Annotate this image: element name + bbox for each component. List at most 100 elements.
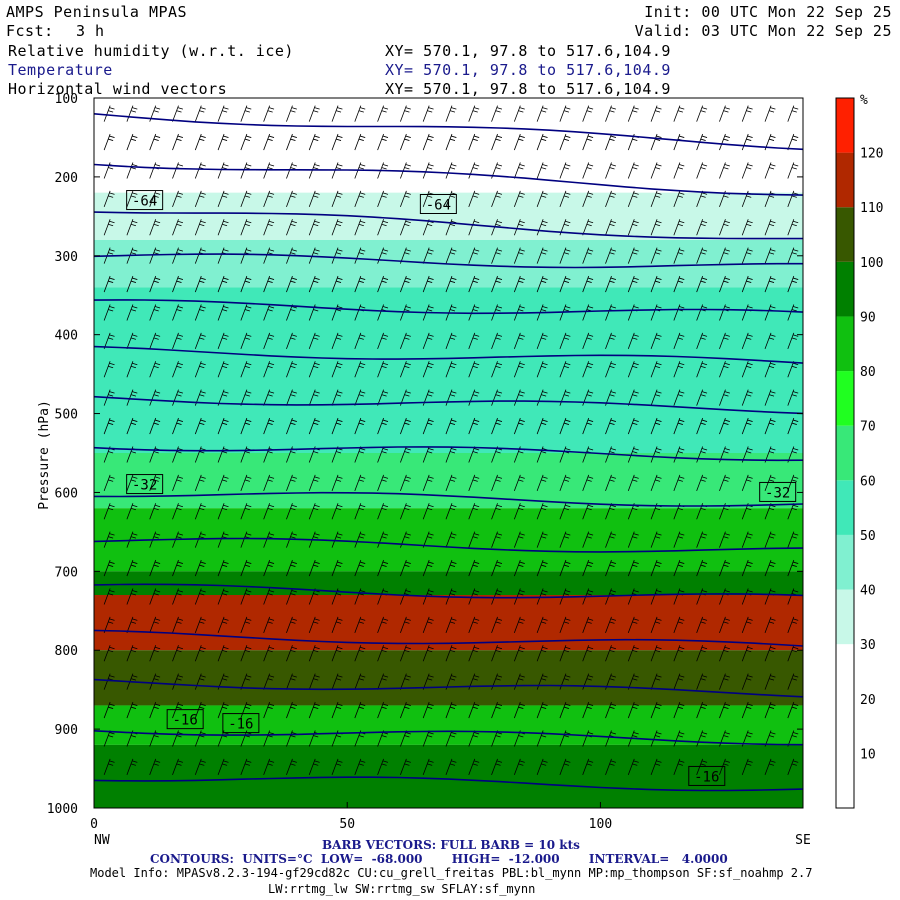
wind-barb-88 [172,559,184,577]
wind-barb-270 [354,275,366,293]
wind-barb-253 [331,474,343,492]
wind-barb-383 [445,758,457,776]
wind-barb-330 [400,616,411,634]
wind-barb-241 [331,133,343,151]
wind-barb-324 [400,446,411,463]
field-name-wind: Horizontal wind vectors [8,80,228,98]
wind-barb-653 [719,247,730,264]
wind-barb-113 [194,588,206,605]
wind-barb-673 [741,133,753,151]
wind-barb-47 [126,758,138,776]
wind-barb-543 [605,531,617,548]
y-axis-ticks: 100 200 300 400 500 600 700 800 900 1000 [47,92,803,817]
wind-barb-26 [126,162,138,179]
wind-barb-669 [719,701,730,719]
colorbar-tick-3: 40 [860,584,876,599]
wind-barb-7 [103,304,115,321]
wind-barb-151 [240,304,252,321]
wind-barb-628 [696,219,708,236]
wind-barb-42 [126,616,138,634]
wind-barb-220 [308,219,320,236]
wind-barb-672 [741,105,753,122]
wind-barb-581 [650,247,662,264]
wind-barb-147 [240,190,252,208]
wind-barb-740 [787,673,799,690]
wind-barb-227 [308,417,320,435]
wind-barb-174 [263,275,275,293]
wind-barb-658 [719,389,730,406]
wind-barb-288 [377,105,389,122]
wind-barb-676 [741,219,753,236]
wind-barb-573 [627,701,639,719]
wind-barb-196 [286,219,297,236]
wind-barb-73 [172,133,184,151]
wind-barb-720 [787,105,799,122]
y-tick-label-8: 900 [55,723,78,738]
wind-barb-284 [354,673,366,690]
wind-barb-273 [354,361,366,378]
wind-barb-160 [240,559,252,577]
wind-barb-477 [536,701,548,719]
wind-barb-670 [719,730,730,747]
wind-barb-663 [719,531,730,548]
temperature-contours [93,113,804,792]
wind-barb-158 [240,503,252,520]
wind-barb-659 [719,417,730,435]
contour-label-4: -16 [166,709,204,730]
wind-barb-56 [149,332,161,350]
wind-barb-426 [491,616,503,634]
wind-barb-452 [513,673,525,690]
wind-barb-584 [650,332,662,350]
wind-barb-187 [263,645,275,662]
wind-barb-150 [240,275,252,293]
wind-barb-425 [491,588,503,605]
wind-barb-692 [741,673,753,690]
wind-barb-229 [308,474,320,492]
wind-barb-165 [240,701,252,719]
contour-labels: -64 -64 -32 -32 -16 -16 -16 [126,190,797,786]
wind-barb-297 [377,361,389,378]
wind-barb-3 [103,190,115,208]
y-axis-label: Pressure (hPa) [37,400,52,510]
wind-barb-539 [605,417,617,435]
wind-barb-99 [194,190,206,208]
wind-barb-6 [103,275,115,293]
wind-barb-359 [422,758,434,776]
wind-barb-71 [149,758,161,776]
wind-barb-629 [696,247,708,264]
wind-barb-688 [741,559,753,577]
wind-barb-565 [627,474,639,492]
wind-barb-715 [764,645,776,662]
wind-barb-409 [491,133,503,151]
wind-barb-289 [377,133,389,151]
wind-barb-141 [217,701,229,719]
wind-barb-417 [491,361,503,378]
wind-barb-173 [263,247,275,264]
wind-barb-78 [172,275,184,293]
wind-barb-469 [536,474,548,492]
colorbar-frame [835,97,855,809]
wind-barb-525 [582,701,594,719]
colorbar-tick-4: 50 [860,529,876,544]
rh-band-8 [94,650,803,706]
wind-barb-67 [149,645,161,662]
wind-barb-621 [673,701,685,719]
wind-barb-475 [536,645,548,662]
temperature-contour-7 [93,446,804,462]
wind-barb-251 [331,417,343,435]
wind-barb-302 [377,503,389,520]
wind-barb-632 [696,332,708,350]
wind-barb-92 [172,673,184,690]
wind-barb-143 [217,758,229,776]
wind-barb-148 [240,219,252,236]
wind-barb-40 [126,559,138,577]
wind-barb-456 [536,105,548,122]
x-tick-label-2: 100 [589,817,612,832]
barb-legend: BARB VECTORS: FULL BARB = 10 kts [322,838,580,852]
wind-barb-161 [240,588,252,605]
wind-barb-275 [354,417,366,435]
y-tick-label-7: 800 [55,644,78,659]
temperature-contour-12 [93,678,804,698]
colorbar-swatch-12 [836,98,854,153]
wind-barb-245 [331,247,343,264]
